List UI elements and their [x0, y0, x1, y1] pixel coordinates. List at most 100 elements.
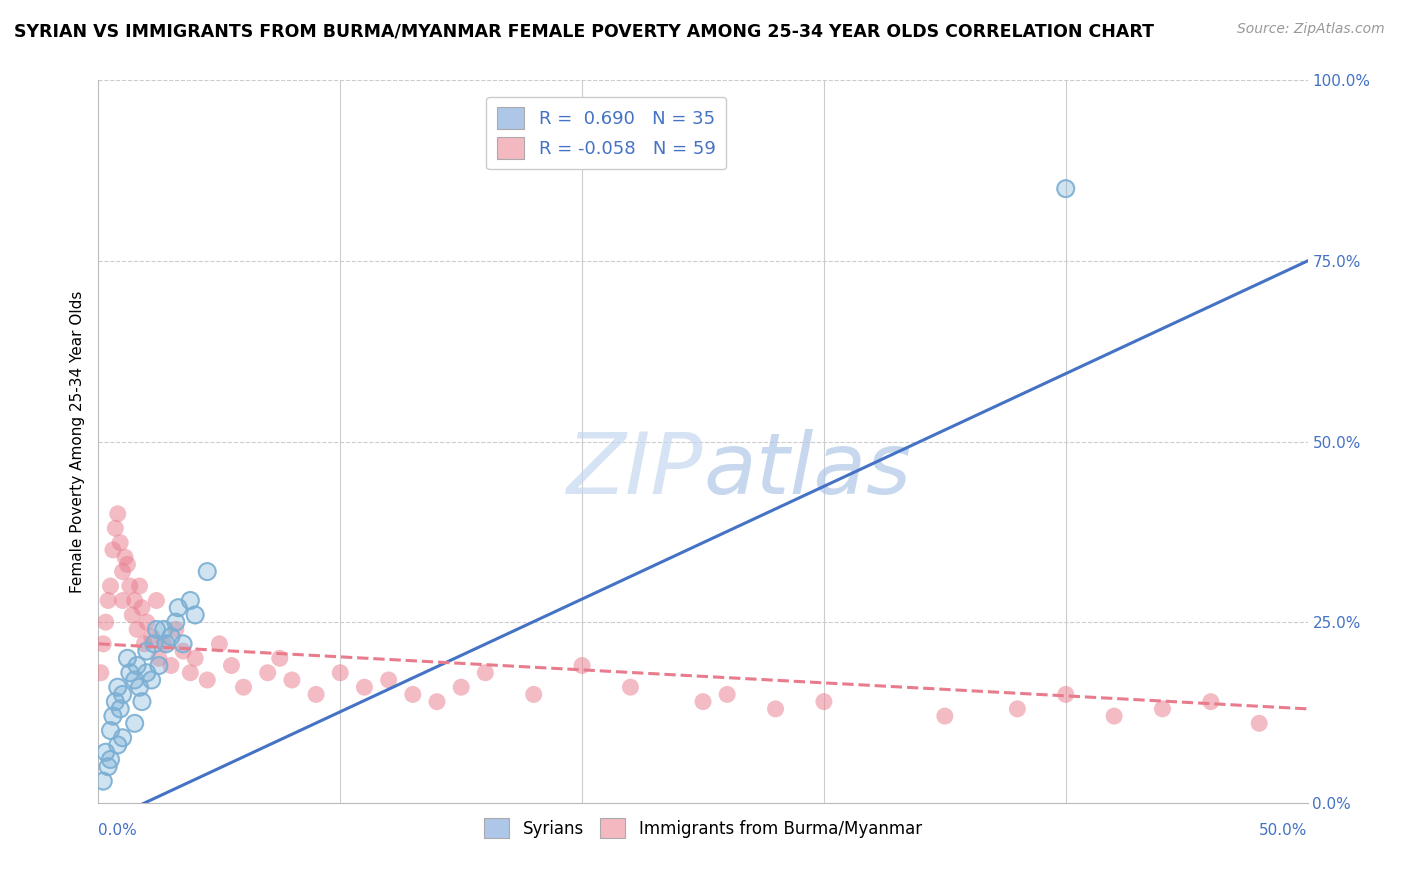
Point	[135, 644, 157, 658]
Point	[111, 731, 134, 745]
Point	[94, 745, 117, 759]
Point	[128, 680, 150, 694]
Point	[107, 680, 129, 694]
Point	[101, 709, 124, 723]
Text: Source: ZipAtlas.com: Source: ZipAtlas.com	[1237, 22, 1385, 37]
Point	[195, 565, 218, 579]
Point	[135, 665, 157, 680]
Text: ZIP: ZIP	[567, 429, 703, 512]
Point	[155, 637, 177, 651]
Point	[135, 644, 157, 658]
Point	[91, 774, 114, 789]
Point	[100, 723, 122, 738]
Point	[281, 673, 304, 687]
Point	[127, 623, 149, 637]
Point	[111, 687, 134, 701]
Point	[134, 637, 156, 651]
Point	[1054, 182, 1077, 196]
Point	[131, 600, 153, 615]
Point	[141, 673, 163, 687]
Point	[165, 615, 187, 630]
Point	[108, 702, 131, 716]
Point	[1249, 716, 1271, 731]
Point	[148, 651, 170, 665]
Point	[934, 709, 956, 723]
Point	[571, 658, 593, 673]
Point	[131, 695, 153, 709]
Point	[450, 680, 472, 694]
Point	[269, 651, 291, 665]
Point	[160, 630, 183, 644]
Point	[523, 687, 546, 701]
Point	[124, 673, 146, 687]
Point	[165, 615, 187, 630]
Point	[97, 760, 120, 774]
Point	[100, 752, 122, 766]
Text: 50.0%: 50.0%	[1260, 823, 1308, 838]
Point	[1152, 702, 1174, 716]
Point	[172, 644, 194, 658]
Point	[155, 637, 177, 651]
Point	[104, 521, 127, 535]
Point	[152, 623, 174, 637]
Point	[135, 665, 157, 680]
Point	[100, 723, 122, 738]
Point	[353, 680, 375, 694]
Point	[184, 607, 207, 622]
Point	[135, 615, 157, 630]
Point	[619, 680, 641, 694]
Text: atlas: atlas	[703, 429, 911, 512]
Point	[128, 680, 150, 694]
Point	[127, 658, 149, 673]
Point	[124, 716, 146, 731]
Point	[195, 565, 218, 579]
Point	[94, 745, 117, 759]
Point	[184, 607, 207, 622]
Point	[128, 680, 150, 694]
Point	[1102, 709, 1125, 723]
Point	[143, 637, 166, 651]
Point	[91, 774, 114, 789]
Point	[1199, 695, 1222, 709]
Point	[148, 658, 170, 673]
Point	[108, 535, 131, 549]
Point	[172, 637, 194, 651]
Point	[118, 665, 141, 680]
Point	[172, 637, 194, 651]
Point	[179, 665, 201, 680]
Point	[1054, 182, 1077, 196]
Point	[117, 651, 139, 665]
Point	[813, 695, 835, 709]
Point	[426, 695, 449, 709]
Point	[167, 600, 190, 615]
Point	[121, 607, 143, 622]
Point	[100, 752, 122, 766]
Point	[1054, 687, 1077, 701]
Point	[305, 687, 328, 701]
Point	[377, 673, 399, 687]
Point	[145, 593, 167, 607]
Point	[179, 593, 201, 607]
Point	[104, 695, 127, 709]
Point	[124, 716, 146, 731]
Point	[101, 709, 124, 723]
Point	[107, 738, 129, 752]
Point	[152, 637, 174, 651]
Point	[141, 673, 163, 687]
Point	[141, 630, 163, 644]
Point	[221, 658, 243, 673]
Point	[107, 680, 129, 694]
Point	[184, 651, 207, 665]
Point	[100, 752, 122, 766]
Point	[716, 687, 738, 701]
Point	[111, 687, 134, 701]
Point	[692, 695, 714, 709]
Point	[160, 630, 183, 644]
Point	[179, 593, 201, 607]
Point	[143, 637, 166, 651]
Point	[145, 623, 167, 637]
Point	[167, 600, 190, 615]
Point	[195, 673, 218, 687]
Point	[107, 738, 129, 752]
Point	[124, 593, 146, 607]
